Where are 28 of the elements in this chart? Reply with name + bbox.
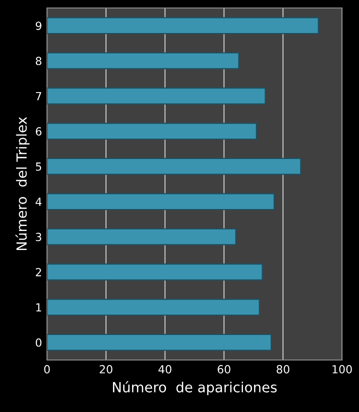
x-tick-label: 60 [218,365,230,374]
bar [47,88,266,104]
bar [47,17,319,34]
x-tick-label: 100 [332,365,352,374]
bar [47,264,263,280]
bar [47,193,275,210]
y-tick-label: 8 [36,56,42,66]
bar [47,334,272,351]
y-tick-label: 3 [36,232,42,242]
x-tick-label: 40 [158,365,172,374]
y-tick-label: 4 [36,198,42,206]
y-tick-label: 1 [36,303,42,312]
y-tick-label: 6 [36,127,42,136]
y-tick-label: 9 [36,22,42,30]
y-tick-label: 5 [36,162,42,171]
y-tick-label: 0 [36,338,42,347]
y-axis-title: Número del Triplex [16,117,30,250]
x-tick-label: 80 [276,365,290,374]
x-axis-title: Número de apariciones [112,381,277,396]
y-tick-label: 7 [36,92,42,100]
x-tick-label: 0 [44,365,50,374]
bar [47,228,236,246]
bar [47,298,260,316]
x-tick-label: 20 [100,365,112,374]
bar [47,52,240,70]
bar [47,122,258,140]
bar [47,158,302,175]
y-tick-label: 2 [36,268,42,276]
